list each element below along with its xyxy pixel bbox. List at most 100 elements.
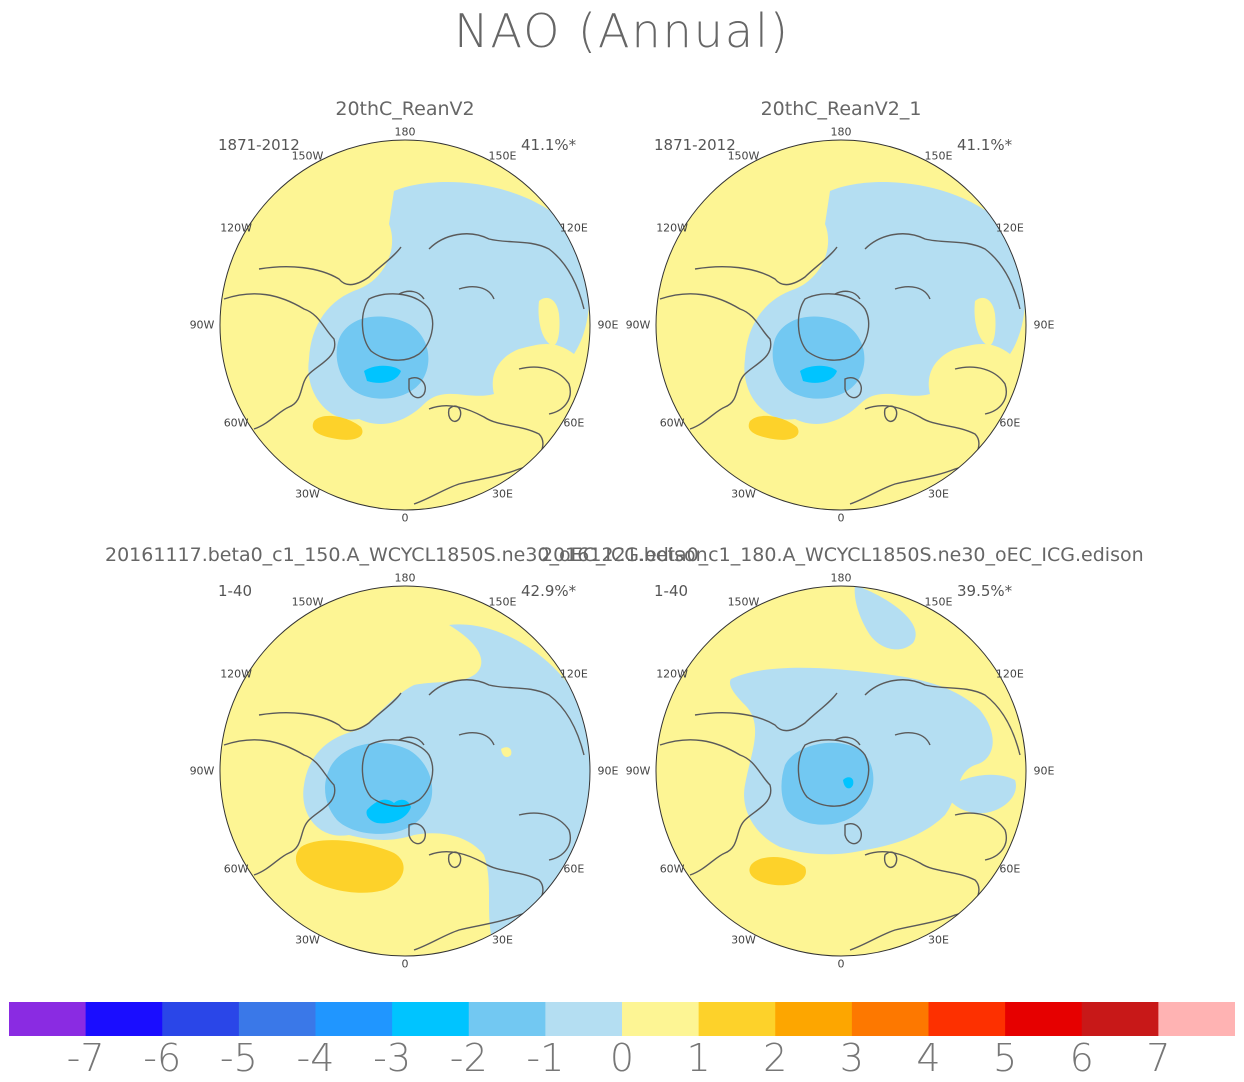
lon-label-2-0: 180	[394, 571, 416, 585]
panel-variance-2: 42.9%*	[521, 582, 577, 600]
coastline-north-america	[659, 739, 772, 876]
coastline-arctic-archipelago	[398, 736, 425, 746]
lon-label-3-7: 30W	[731, 933, 756, 947]
lon-label-1-2: 120E	[995, 221, 1024, 234]
nao-map-1	[655, 139, 1027, 511]
coastline-arctic-archipelago	[398, 290, 425, 300]
lon-label-3-11: 150W	[727, 595, 760, 609]
lon-label-3-9: 90W	[625, 764, 651, 778]
high-anomaly-region	[538, 297, 560, 346]
coastline-iceland	[844, 823, 862, 845]
nao-core-region	[364, 365, 401, 383]
lon-label-1-1: 150E	[924, 149, 953, 163]
panel-variance-1: 41.1%*	[957, 136, 1013, 154]
lon-label-1-0: 180	[830, 125, 852, 139]
coastline-iceland	[408, 823, 426, 845]
colorbar-tick-8: 1	[686, 1036, 711, 1080]
lon-label-2-6: 0	[401, 957, 409, 971]
positive-anomaly-region	[295, 840, 404, 893]
lon-label-1-11: 150W	[727, 149, 760, 163]
colorbar-swatch-8	[622, 1002, 700, 1036]
colorbar-swatch-6	[468, 1002, 546, 1036]
colorbar-tick-12: 5	[993, 1036, 1018, 1080]
colorbar-swatch-0	[9, 1002, 87, 1036]
panel-period-3: 1-40	[654, 582, 689, 600]
lon-label-1-7: 30W	[731, 487, 756, 501]
lon-label-1-8: 60W	[659, 416, 685, 429]
lon-label-0-4: 60E	[563, 416, 585, 429]
lon-label-1-4: 60E	[999, 416, 1021, 429]
colorbar-swatch-7	[545, 1002, 623, 1036]
lon-label-1-3: 90E	[1033, 318, 1055, 332]
colorbar-tick-13: 6	[1069, 1036, 1094, 1080]
nao-map-2	[219, 585, 591, 957]
coastline-central-asia	[954, 812, 1007, 861]
positive-anomaly-region	[749, 856, 806, 886]
coastline-iceland	[408, 377, 426, 399]
coastline-britain	[447, 851, 462, 869]
coastline-central-asia	[518, 366, 571, 415]
lon-label-1-10: 120W	[656, 221, 689, 234]
northern-low-region	[854, 586, 916, 650]
lon-label-2-10: 120W	[220, 667, 253, 680]
lon-label-0-11: 150W	[291, 149, 324, 163]
coastline-arctic-islands	[458, 286, 495, 300]
panel-variance-3: 39.5%*	[957, 582, 1013, 600]
coastline-arctic-archipelago	[834, 736, 861, 746]
colorbar-swatch-11	[851, 1002, 929, 1036]
lon-label-1-5: 30E	[928, 487, 949, 501]
lon-label-3-5: 30E	[928, 933, 949, 947]
panel-period-1: 1871-2012	[654, 136, 736, 154]
colorbar-tick-11: 4	[916, 1036, 941, 1080]
colorbar-swatch-15	[1158, 1002, 1235, 1036]
eastern-low-region	[943, 774, 1016, 814]
lon-label-2-5: 30E	[492, 933, 513, 947]
colorbar-tick-6: -1	[526, 1036, 565, 1080]
coastline-greenland	[361, 293, 434, 361]
coastline-arctic-islands	[894, 732, 931, 746]
lon-label-0-5: 30E	[492, 487, 513, 501]
panel-title-2: 20161117.beta0_c1_150.A_WCYCL1850S.ne30_…	[105, 544, 708, 566]
coastline-alaska	[258, 692, 402, 732]
colorbar-tick-14: 7	[1146, 1036, 1171, 1080]
colorbar-tick-2: -5	[219, 1036, 258, 1080]
coastline-siberia	[428, 679, 585, 756]
colorbar-swatch-2	[162, 1002, 240, 1036]
colorbar-swatch-3	[238, 1002, 316, 1036]
coastline-north-america	[223, 739, 336, 876]
lon-label-2-7: 30W	[295, 933, 320, 947]
colorbar	[9, 1002, 1235, 1036]
coastline-alaska	[694, 692, 838, 732]
panel-variance-0: 41.1%*	[521, 136, 577, 154]
lon-label-3-0: 180	[830, 571, 852, 585]
coastline-greenland	[797, 739, 870, 807]
positive-anomaly-region	[312, 415, 363, 440]
anomaly-field	[220, 586, 590, 956]
panel-title-3: 20161221.beta0_c1_180.A_WCYCL1850S.ne30_…	[541, 544, 1144, 566]
coastline-arctic-islands	[458, 732, 495, 746]
anomaly-field	[656, 586, 1026, 956]
colorbar-tick-9: 2	[763, 1036, 788, 1080]
lon-label-3-1: 150E	[924, 595, 953, 609]
anomaly-field	[220, 140, 590, 510]
nao-core-region	[800, 365, 837, 383]
low-pressure-region	[303, 624, 590, 947]
lon-label-0-9: 90W	[189, 318, 215, 332]
coastline-arctic-islands	[894, 286, 931, 300]
coastline-north-america	[223, 293, 336, 430]
coastline-britain	[883, 405, 898, 423]
coastline-north-america	[659, 293, 772, 430]
lon-label-0-6: 0	[401, 511, 409, 525]
lon-label-2-4: 60E	[563, 862, 585, 875]
nao-map-3	[655, 585, 1027, 957]
lon-label-2-8: 60W	[223, 862, 249, 875]
coastline-siberia	[864, 233, 1021, 310]
panel-title-1: 20thC_ReanV2_1	[760, 98, 922, 120]
lon-label-3-10: 120W	[656, 667, 689, 680]
map-boundary	[655, 139, 1027, 511]
coastline-britain	[883, 851, 898, 869]
colorbar-tick-1: -6	[143, 1036, 182, 1080]
coastline-central-asia	[954, 366, 1007, 415]
lon-label-2-3: 90E	[597, 764, 619, 778]
lon-label-3-4: 60E	[999, 862, 1021, 875]
